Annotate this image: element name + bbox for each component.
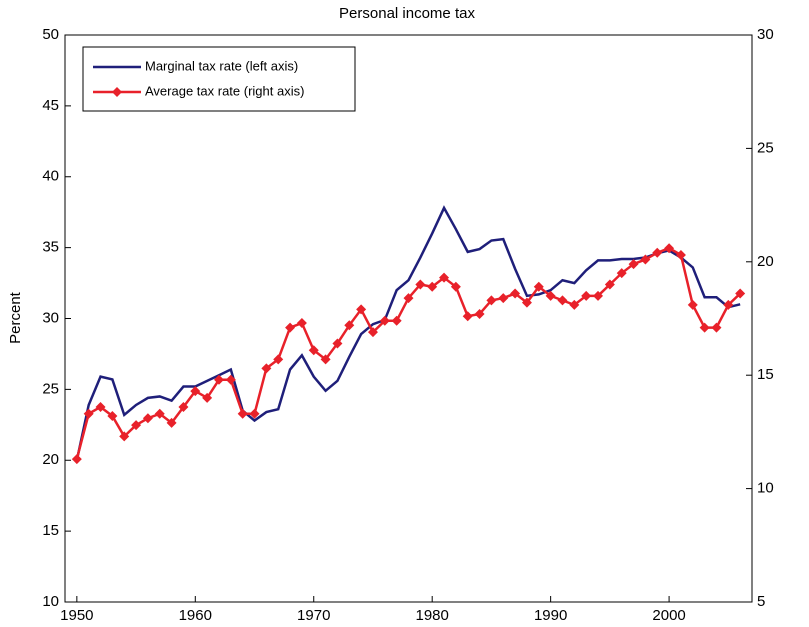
data-point [356,304,367,315]
data-point [166,417,177,428]
y-tick-label: 15 [42,522,59,539]
data-point [675,249,686,260]
data-point [723,299,734,310]
data-point [545,290,556,301]
data-point [569,299,580,310]
data-point [581,290,592,301]
data-point [391,315,402,326]
data-point [367,327,378,338]
data-point [593,290,604,301]
data-point [332,338,343,349]
y-tick-label: 10 [42,593,59,610]
data-point [415,279,426,290]
y-tick-label: 40 [42,168,59,185]
y2-tick-label: 5 [757,593,765,610]
y-tick-label: 30 [42,309,59,326]
data-point [521,297,532,308]
data-point [462,311,473,322]
data-point [273,354,284,365]
data-point [71,454,82,465]
data-point [699,322,710,333]
plot-frame [64,34,753,603]
data-point [296,318,307,329]
data-point [320,354,331,365]
data-point [190,386,201,397]
data-point [616,268,627,279]
data-point [604,279,615,290]
data-point [628,259,639,270]
data-point [95,401,106,412]
data-point [403,293,414,304]
x-tick-label: 1950 [60,607,93,624]
y2-tick-label: 25 [757,139,774,156]
x-tick-label: 1960 [179,607,212,624]
y2-tick-label: 15 [757,366,774,383]
data-point [486,295,497,306]
y2-tick-label: 30 [757,26,774,43]
y-tick-label: 45 [42,97,59,114]
data-point [107,411,118,422]
series-line [75,205,741,461]
chart-title: Personal income tax [339,5,475,22]
data-point [202,392,213,403]
y2-tick-label: 20 [757,253,774,270]
data-point [735,288,746,299]
legend-label: Average tax rate (right axis) [145,83,304,98]
data-point [344,320,355,331]
data-point [249,408,260,419]
data-point [640,254,651,265]
data-point [225,374,236,385]
data-point [261,363,272,374]
data-point [652,247,663,258]
data-point [131,420,142,431]
data-point [379,315,390,326]
legend-marker [112,87,122,97]
data-point [510,288,521,299]
y-tick-label: 20 [42,451,59,468]
data-point [474,308,485,319]
data-point [687,299,698,310]
legend-box [82,46,356,112]
data-point [119,431,130,442]
data-point [308,345,319,356]
data-point [213,374,224,385]
data-point [178,401,189,412]
data-point [83,408,94,419]
data-point [498,293,509,304]
y-tick-label: 25 [42,380,59,397]
x-tick-label: 1990 [534,607,567,624]
y-tick-label: 35 [42,239,59,256]
x-tick-label: 1980 [416,607,449,624]
data-point [285,322,296,333]
y2-tick-label: 10 [757,480,774,497]
y-axis-label: Percent [7,291,24,344]
y-tick-label: 50 [42,26,59,43]
legend-label: Marginal tax rate (left axis) [145,58,298,73]
x-tick-label: 2000 [652,607,685,624]
data-point [711,322,722,333]
data-point [439,272,450,283]
data-point [533,281,544,292]
data-point [142,413,153,424]
data-point [154,408,165,419]
data-point [450,281,461,292]
data-point [664,243,675,254]
data-point [237,408,248,419]
data-point [557,295,568,306]
data-point [427,281,438,292]
x-tick-label: 1970 [297,607,330,624]
